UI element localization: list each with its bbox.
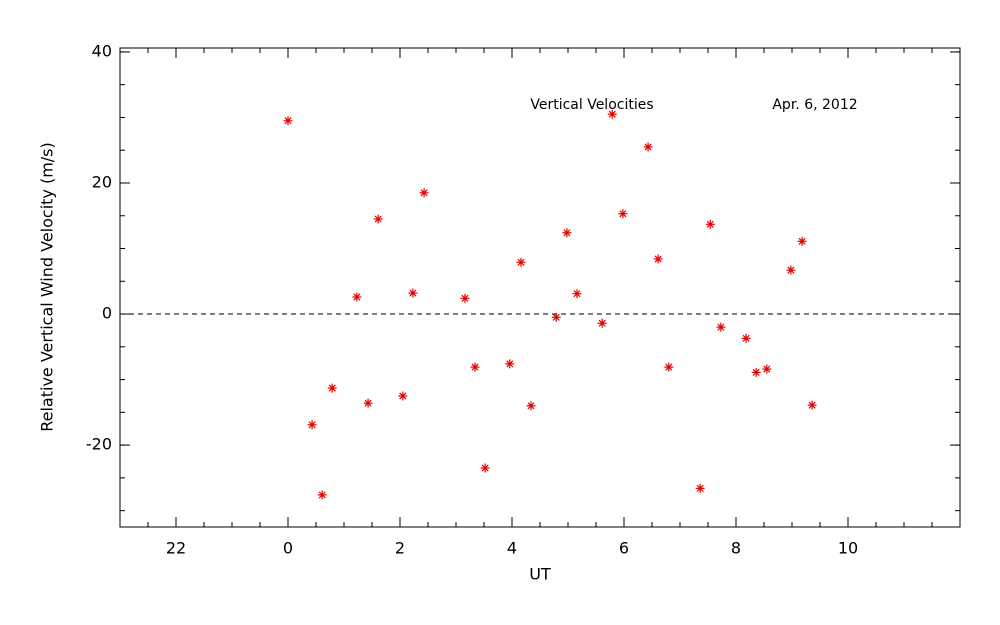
y-tick-label: -20 [86, 435, 112, 454]
point [352, 292, 362, 302]
annotation: Apr. 6, 2012 [772, 97, 857, 113]
point [751, 367, 761, 377]
asterisk-stroke [506, 360, 514, 368]
point [705, 219, 715, 229]
point [283, 116, 293, 126]
asterisk-stroke [763, 365, 771, 373]
annotation: Vertical Velocities [530, 97, 653, 113]
asterisk-stroke [742, 334, 750, 342]
point [505, 359, 515, 369]
point [807, 400, 817, 410]
x-tick-label: 8 [731, 539, 741, 558]
point [664, 362, 674, 372]
point [618, 209, 628, 219]
x-tick-label: 2 [395, 539, 405, 558]
point [460, 293, 470, 303]
asterisk-stroke [563, 229, 571, 237]
asterisk-stroke [420, 189, 428, 197]
asterisk-stroke [517, 258, 525, 266]
point [762, 364, 772, 374]
asterisk-stroke [665, 363, 673, 371]
point [551, 312, 561, 322]
point [562, 228, 572, 238]
asterisk-stroke [798, 237, 806, 245]
point [480, 463, 490, 473]
asterisk-stroke [364, 399, 372, 407]
x-tick-label: 10 [838, 539, 858, 558]
point [363, 398, 373, 408]
x-axis-label: UT [529, 565, 551, 584]
asterisk-stroke [409, 289, 417, 297]
asterisk-stroke [696, 484, 704, 492]
asterisk-stroke [706, 220, 714, 228]
point [526, 401, 536, 411]
asterisk-stroke [527, 402, 535, 410]
asterisk-stroke [481, 464, 489, 472]
point [317, 490, 327, 500]
asterisk-stroke [461, 294, 469, 302]
x-tick-label: 0 [283, 539, 293, 558]
point [327, 383, 337, 393]
point [695, 483, 705, 493]
point [408, 288, 418, 298]
asterisk-stroke [644, 143, 652, 151]
point [653, 254, 663, 264]
asterisk-stroke [619, 210, 627, 218]
point [786, 265, 796, 275]
asterisk-stroke [752, 368, 760, 376]
y-axis-label: Relative Vertical Wind Velocity (m/s) [38, 142, 57, 432]
asterisk-stroke [598, 319, 606, 327]
y-tick-label: 40 [92, 41, 112, 60]
asterisk-stroke [717, 323, 725, 331]
point [419, 188, 429, 198]
point [607, 109, 617, 119]
asterisk-stroke [654, 255, 662, 263]
x-tick-label: 6 [619, 539, 629, 558]
plot-frame [119, 47, 961, 528]
point [741, 333, 751, 343]
asterisk-stroke [608, 110, 616, 118]
asterisk-stroke [471, 363, 479, 371]
asterisk-stroke [787, 266, 795, 274]
asterisk-stroke [318, 491, 326, 499]
asterisk-stroke [399, 392, 407, 400]
asterisk-stroke [808, 401, 816, 409]
asterisk-stroke [573, 290, 581, 298]
point [597, 318, 607, 328]
asterisk-stroke [552, 313, 560, 321]
point [516, 257, 526, 267]
point [572, 289, 582, 299]
point [398, 391, 408, 401]
x-tick-label: 4 [507, 539, 517, 558]
asterisk-stroke [328, 384, 336, 392]
y-tick-label: 0 [102, 304, 112, 323]
y-tick-label: 20 [92, 172, 112, 191]
asterisk-stroke [374, 215, 382, 223]
point [643, 142, 653, 152]
point [307, 420, 317, 430]
asterisk-stroke [353, 293, 361, 301]
point [470, 362, 480, 372]
point [797, 236, 807, 246]
point [716, 322, 726, 332]
asterisk-stroke [308, 421, 316, 429]
point [373, 214, 383, 224]
x-tick-label: 22 [166, 539, 186, 558]
asterisk-stroke [284, 117, 292, 125]
